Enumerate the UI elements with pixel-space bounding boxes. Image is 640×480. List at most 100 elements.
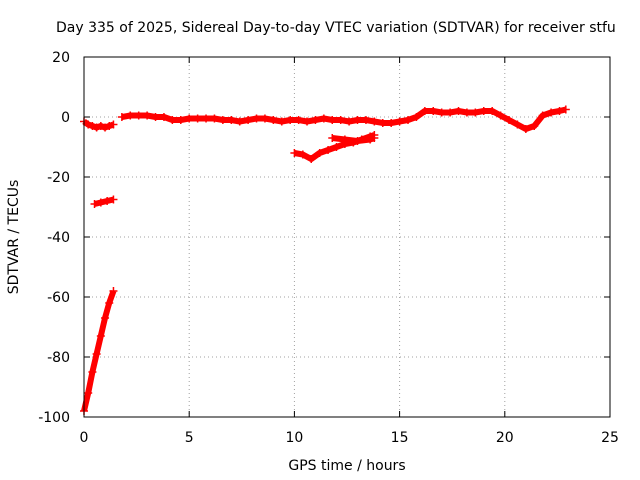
data-point xyxy=(151,113,160,121)
data-point xyxy=(286,116,295,124)
axis-ticks: 0 5 10 15 20 25 20 0 -20 -40 -60 -80 -100 xyxy=(38,50,619,446)
data-point xyxy=(90,200,99,208)
data-series-layer xyxy=(80,105,570,415)
data-point xyxy=(387,119,396,127)
data-point xyxy=(395,117,404,126)
data-point xyxy=(488,107,497,115)
data-point xyxy=(462,108,471,117)
data-point xyxy=(555,107,564,115)
data-point xyxy=(101,123,110,132)
data-point xyxy=(109,120,118,129)
x-tick-label: 20 xyxy=(496,430,514,446)
x-tick-label: 15 xyxy=(391,430,409,446)
data-point xyxy=(101,314,110,322)
data-point xyxy=(92,350,101,358)
data-point xyxy=(530,122,539,130)
data-point xyxy=(370,134,379,142)
data-point xyxy=(290,149,299,157)
data-point xyxy=(134,111,143,120)
data-point xyxy=(210,114,219,123)
data-point xyxy=(117,113,126,121)
data-series xyxy=(328,134,379,145)
data-point xyxy=(561,105,570,114)
data-point xyxy=(366,135,375,144)
data-point xyxy=(471,108,480,117)
grid-lines xyxy=(84,57,610,417)
data-point xyxy=(370,117,379,126)
data-point xyxy=(88,368,97,376)
data-point xyxy=(269,116,278,124)
data-point xyxy=(404,116,413,124)
data-point xyxy=(176,116,185,124)
data-point xyxy=(454,107,463,115)
chart-title: Day 335 of 2025, Sidereal Day-to-day VTE… xyxy=(56,20,616,36)
data-point xyxy=(315,149,324,157)
data-point xyxy=(437,108,446,117)
data-point xyxy=(193,114,202,123)
data-point xyxy=(105,299,114,307)
data-point xyxy=(479,107,488,115)
data-point xyxy=(260,114,269,123)
data-point xyxy=(319,114,328,123)
y-tick-label: -80 xyxy=(47,350,70,366)
data-point xyxy=(202,114,211,123)
data-point xyxy=(105,122,114,130)
data-point xyxy=(109,287,118,295)
y-tick-label: -100 xyxy=(38,410,70,426)
plot-frame xyxy=(83,56,611,418)
data-point xyxy=(340,135,349,144)
data-point xyxy=(88,122,97,130)
data-point xyxy=(513,120,522,129)
data-point xyxy=(252,114,261,123)
data-point xyxy=(218,116,227,124)
data-point xyxy=(538,111,547,120)
data-point xyxy=(378,119,387,127)
data-point xyxy=(84,389,93,397)
data-point xyxy=(332,143,341,151)
data-point xyxy=(429,107,438,115)
x-tick-label: 10 xyxy=(285,430,303,446)
y-tick-label: 0 xyxy=(61,110,70,126)
data-point xyxy=(235,117,244,126)
data-point xyxy=(345,117,354,126)
data-point xyxy=(324,146,333,154)
data-point xyxy=(336,116,345,124)
data-point xyxy=(185,114,194,123)
data-point xyxy=(412,113,421,121)
data-point xyxy=(277,117,286,126)
data-point xyxy=(84,120,93,129)
data-point xyxy=(109,195,118,204)
x-tick-label: 25 xyxy=(601,430,619,446)
data-point xyxy=(496,111,505,120)
data-point xyxy=(521,125,530,133)
data-point xyxy=(143,111,152,120)
data-series xyxy=(90,195,118,208)
data-series xyxy=(80,117,118,132)
y-tick-label: -20 xyxy=(47,170,70,186)
data-point xyxy=(328,134,337,142)
data-point xyxy=(96,332,105,340)
data-point xyxy=(311,116,320,124)
data-point xyxy=(307,155,316,163)
data-point xyxy=(328,116,337,124)
data-series xyxy=(80,287,118,415)
data-point xyxy=(159,113,168,121)
data-point xyxy=(103,197,112,205)
data-point xyxy=(547,108,556,117)
data-point xyxy=(168,116,177,124)
data-point xyxy=(446,108,455,117)
data-point xyxy=(96,198,105,207)
y-tick-label: -60 xyxy=(47,290,70,306)
y-tick-label: 20 xyxy=(52,50,70,66)
data-point xyxy=(303,117,312,126)
data-point xyxy=(126,111,135,120)
y-axis-label: SDTVAR / TECUs xyxy=(6,180,22,295)
data-point xyxy=(353,137,362,145)
x-tick-label: 0 xyxy=(80,430,89,446)
x-axis-label: GPS time / hours xyxy=(288,458,405,474)
data-point xyxy=(353,116,362,124)
data-point xyxy=(227,116,236,124)
data-point xyxy=(361,116,370,124)
y-tick-label: -40 xyxy=(47,230,70,246)
